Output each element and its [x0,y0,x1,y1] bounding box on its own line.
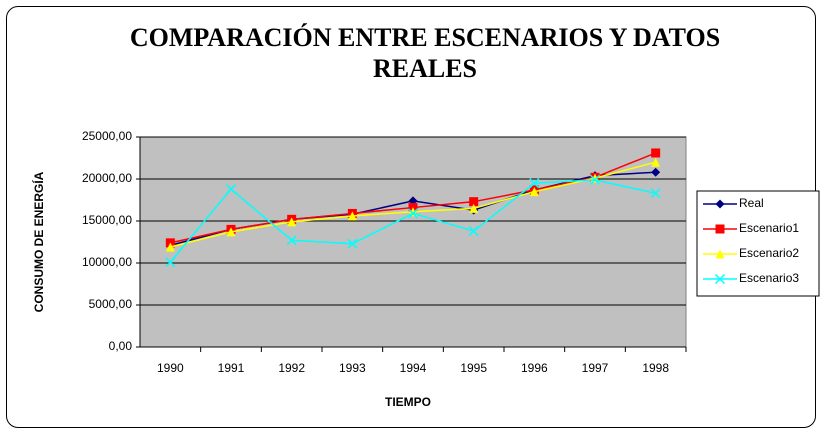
marker [347,211,357,221]
marker [529,187,539,197]
legend-label: Real [739,196,764,210]
x-tick-label: 1993 [339,361,366,375]
y-tick-label: 25000,00 [82,129,132,143]
marker [407,208,419,219]
marker [347,238,358,249]
marker [651,167,661,177]
x-tick-label: 1997 [582,361,609,375]
y-tick-label: 10000,00 [82,255,132,269]
marker [715,224,725,234]
y-axis-title: CONSUMO DE ENERGÍA [31,171,46,312]
x-tick-label: 1998 [642,361,669,375]
marker [715,199,725,209]
marker [165,242,175,252]
marker [715,249,725,259]
x-tick-label: 1991 [218,361,245,375]
legend-label: Escenario3 [739,271,799,285]
marker [650,188,661,199]
chart-title: COMPARACIÓN ENTRE ESCENARIOS Y DATOS REA… [129,23,721,83]
marker [286,235,297,246]
marker [287,217,297,227]
marker [469,197,479,207]
marker [651,148,661,158]
y-tick-label: 5000,00 [89,297,133,311]
y-tick-label: 15000,00 [82,213,132,227]
legend-label: Escenario1 [739,221,799,235]
x-tick-label: 1996 [521,361,548,375]
y-tick-label: 20000,00 [82,171,132,185]
x-tick-label: 1995 [460,361,487,375]
x-tick-label: 1994 [400,361,427,375]
legend-label: Escenario2 [739,246,799,260]
marker [589,174,601,185]
marker [469,203,479,213]
marker [226,227,236,237]
y-tick-label: 0,00 [109,339,133,353]
x-tick-label: 1990 [157,361,184,375]
x-axis-title: TIEMPO [385,395,431,409]
marker [165,257,176,268]
marker [468,226,479,237]
marker [225,184,237,195]
marker [529,178,540,189]
x-tick-label: 1992 [278,361,305,375]
marker [651,157,661,167]
marker [714,273,726,285]
plot-area [139,136,687,348]
